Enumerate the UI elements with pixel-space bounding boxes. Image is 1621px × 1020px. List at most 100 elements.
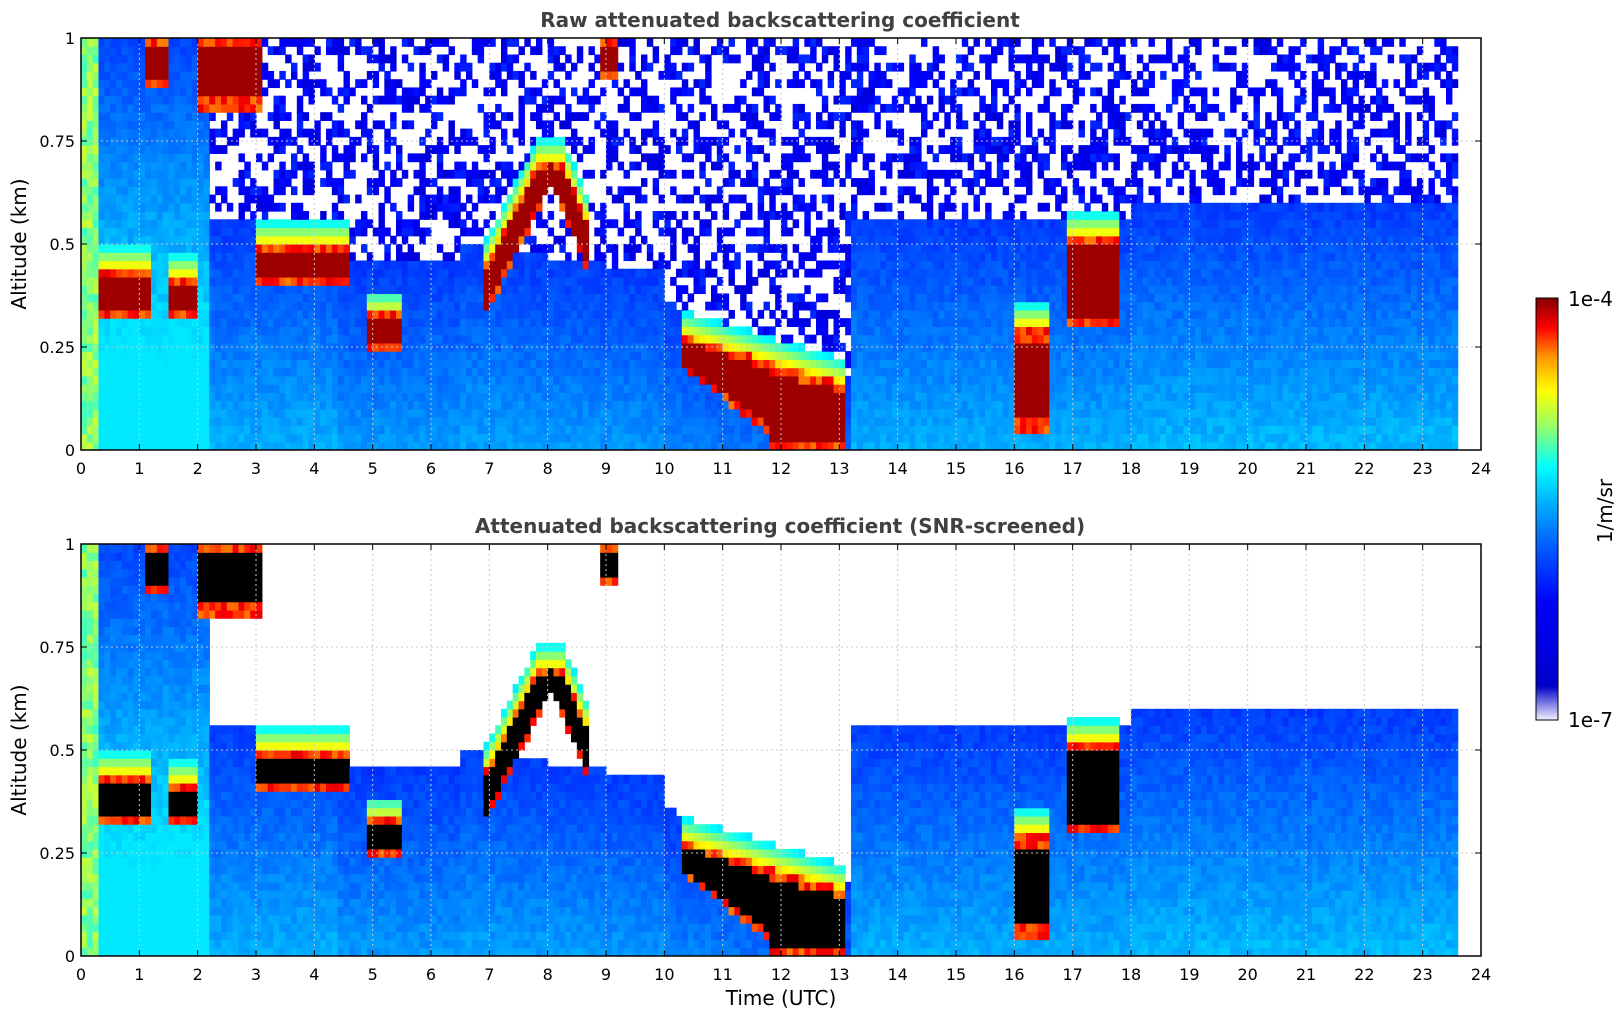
heatmap-cell: [536, 342, 543, 352]
heatmap-cell: [296, 268, 304, 278]
heatmap-cell: [244, 285, 251, 295]
heatmap-cell: [372, 408, 380, 418]
heatmap-cell: [716, 38, 724, 47]
heatmap-cell: [512, 227, 520, 237]
heatmap-cell: [349, 417, 356, 426]
heatmap-cell: [296, 309, 304, 319]
heatmap-cell: [792, 367, 800, 377]
heatmap-cell: [851, 367, 858, 377]
heatmap-cell: [407, 384, 415, 393]
heatmap-cell: [553, 309, 560, 319]
heatmap-cell: [203, 202, 210, 212]
heatmap-cell: [582, 227, 590, 237]
heatmap-cell: [168, 309, 175, 319]
heatmap-cell: [833, 367, 840, 377]
heatmap-cell: [168, 112, 175, 121]
heatmap-cell: [378, 293, 385, 303]
heatmap-cell: [168, 417, 175, 426]
heatmap-cell: [273, 260, 280, 270]
heatmap-cell: [466, 70, 473, 80]
heatmap-cell: [314, 293, 321, 303]
heatmap-cell: [594, 301, 601, 311]
heatmap-cell: [786, 293, 794, 303]
heatmap-cell: [133, 112, 140, 121]
heatmap-cell: [384, 433, 391, 443]
heatmap-cell: [413, 351, 420, 360]
heatmap-cell: [215, 227, 222, 237]
heatmap-cell: [588, 408, 595, 418]
heatmap-cell: [442, 276, 450, 286]
heatmap-cell: [623, 384, 630, 393]
heatmap-cell: [81, 309, 88, 319]
heatmap-cell: [256, 392, 263, 402]
heatmap-cell: [291, 202, 298, 212]
heatmap-cell: [746, 359, 753, 369]
heatmap-cell: [431, 417, 438, 426]
heatmap-cell: [746, 153, 753, 163]
heatmap-cell: [541, 417, 549, 426]
heatmap-cell: [174, 392, 181, 402]
heatmap-cell: [308, 293, 315, 303]
heatmap-cell: [419, 79, 426, 89]
heatmap-cell: [110, 70, 117, 80]
heatmap-cell: [396, 326, 403, 336]
heatmap-cell: [162, 375, 170, 385]
heatmap-cell: [215, 318, 222, 327]
heatmap-cell: [162, 400, 170, 410]
heatmap-cell: [92, 95, 100, 105]
heatmap-cell: [197, 161, 205, 171]
heatmap-cell: [606, 375, 613, 385]
heatmap-cell: [571, 276, 578, 286]
heatmap-cell: [156, 367, 164, 377]
heatmap-cell: [92, 400, 100, 410]
heatmap-cell: [291, 400, 298, 410]
heatmap-cell: [232, 400, 240, 410]
heatmap-cell: [244, 351, 251, 360]
heatmap-cell: [477, 244, 485, 253]
heatmap-cell: [588, 95, 595, 105]
heatmap-cell: [256, 417, 263, 426]
heatmap-cell: [250, 178, 257, 187]
heatmap-cell: [786, 153, 794, 163]
heatmap-cell: [296, 326, 304, 336]
heatmap-cell: [565, 309, 572, 319]
heatmap-cell: [623, 334, 630, 344]
heatmap-cell: [232, 62, 240, 72]
heatmap-cell: [559, 178, 566, 187]
heatmap-cell: [186, 227, 193, 237]
heatmap-cell: [180, 227, 187, 237]
heatmap-cell: [553, 153, 560, 163]
heatmap-cell: [775, 268, 782, 278]
heatmap-cell: [681, 79, 689, 89]
heatmap-cell: [641, 326, 648, 336]
heatmap-cell: [512, 38, 520, 47]
heatmap-cell: [197, 268, 205, 278]
heatmap-cell: [518, 408, 525, 418]
heatmap-cell: [209, 260, 216, 270]
heatmap-cell: [349, 293, 356, 303]
heatmap-cell: [116, 425, 123, 435]
heatmap-cell: [728, 375, 735, 385]
heatmap-cell: [658, 417, 665, 426]
heatmap-cell: [244, 309, 251, 319]
heatmap-cell: [81, 384, 88, 393]
heatmap-cell: [361, 95, 368, 105]
heatmap-cell: [337, 318, 345, 327]
heatmap-cell: [506, 408, 514, 418]
heatmap-cell: [314, 417, 321, 426]
heatmap-cell: [366, 441, 374, 450]
heatmap-cell: [594, 351, 601, 360]
heatmap-cell: [775, 392, 782, 402]
heatmap-cell: [501, 260, 508, 270]
heatmap-cell: [209, 301, 216, 311]
heatmap-cell: [518, 417, 525, 426]
heatmap-cell: [401, 425, 409, 435]
heatmap-cell: [361, 417, 368, 426]
heatmap-cell: [139, 54, 146, 64]
heatmap-cell: [151, 334, 158, 344]
heatmap-cell: [751, 417, 759, 426]
heatmap-cell: [361, 367, 368, 377]
heatmap-cell: [617, 417, 625, 426]
heatmap-cell: [483, 351, 490, 360]
heatmap-cell: [197, 120, 205, 130]
